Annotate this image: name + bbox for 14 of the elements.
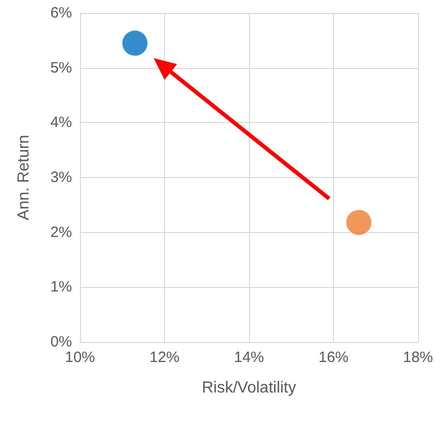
y-axis-title: Ann. Return xyxy=(16,134,32,220)
x-tick-label: 18% xyxy=(402,349,434,366)
x-tick-label: 12% xyxy=(149,349,180,366)
y-tick-label: 5% xyxy=(50,59,72,76)
y-tick-label: 1% xyxy=(50,278,72,296)
x-tick-label: 10% xyxy=(64,349,96,366)
y-tick-label: 2% xyxy=(50,224,72,241)
x-tick-label: 14% xyxy=(234,349,264,366)
x-tick-label: 16% xyxy=(318,349,349,366)
x-axis-title: Risk/Volatility xyxy=(202,380,296,396)
y-tick-label: 3% xyxy=(50,169,72,186)
y-tick-label: 6% xyxy=(50,4,72,22)
y-tick-label: 0% xyxy=(50,334,72,350)
y-tick-label: 4% xyxy=(50,114,72,132)
